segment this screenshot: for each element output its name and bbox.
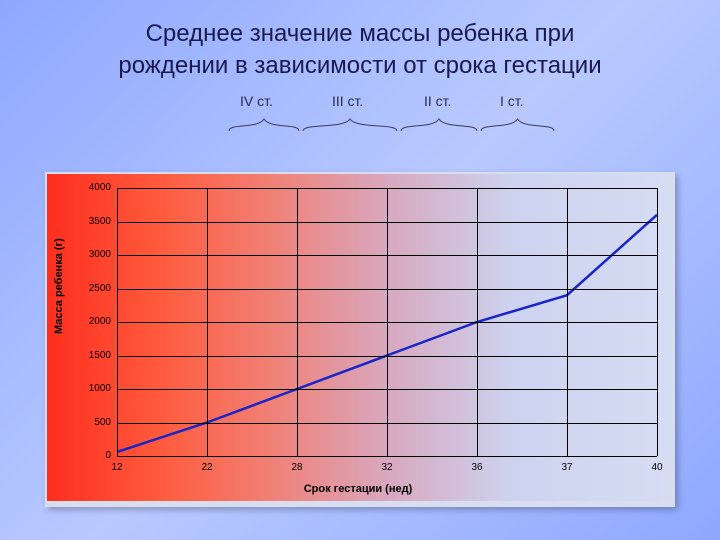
x-tick-label: 28: [282, 462, 312, 473]
x-tick-label: 32: [372, 462, 402, 473]
slide: Среднее значение массы ребенка при рожде…: [0, 0, 720, 540]
y-axis-label: Масса ребенка (г): [53, 238, 65, 334]
x-tick-label: 12: [102, 462, 132, 473]
y-tick-label: 2500: [71, 283, 111, 294]
stage-label: I ст.: [500, 93, 524, 109]
x-axis-label: Срок гестации (нед): [47, 483, 669, 495]
y-tick-label: 3500: [71, 216, 111, 227]
brace-icon: [302, 117, 398, 135]
y-tick-label: 2000: [71, 316, 111, 327]
y-tick-label: 0: [71, 450, 111, 461]
x-tick-label: 36: [462, 462, 492, 473]
slide-title: Среднее значение массы ребенка при рожде…: [0, 0, 720, 83]
title-line-1: Среднее значение массы ребенка при: [146, 20, 575, 47]
stage-braces-row: [0, 117, 720, 135]
gridline-v: [657, 188, 658, 456]
stage-label: II ст.: [424, 93, 451, 109]
brace-icon: [480, 117, 555, 135]
y-tick-label: 1500: [71, 350, 111, 361]
chart-container: Масса ребенка (г) Срок гестации (нед) 05…: [45, 172, 675, 507]
x-tick-label: 37: [552, 462, 582, 473]
gridline-v: [297, 188, 298, 456]
stage-labels-row: IV ст. III ст. II ст. I ст.: [0, 93, 720, 117]
y-tick-label: 3000: [71, 249, 111, 260]
y-tick-label: 4000: [71, 182, 111, 193]
stage-label: IV ст.: [240, 93, 273, 109]
title-line-2: рождении в зависимости от срока гестации: [118, 52, 601, 79]
x-tick-label: 40: [642, 462, 672, 473]
stage-label: III ст.: [332, 93, 363, 109]
brace-icon: [228, 117, 300, 135]
gridline-v: [477, 188, 478, 456]
plot-area: 0500100015002000250030003500400012222832…: [117, 188, 657, 456]
chart-bg: Масса ребенка (г) Срок гестации (нед) 05…: [47, 174, 669, 501]
gridline-v: [387, 188, 388, 456]
gridline-h: [117, 456, 657, 457]
gridline-v: [207, 188, 208, 456]
brace-icon: [400, 117, 478, 135]
gridline-v: [567, 188, 568, 456]
y-tick-label: 1000: [71, 383, 111, 394]
x-tick-label: 22: [192, 462, 222, 473]
gridline-v: [117, 188, 118, 456]
y-tick-label: 500: [71, 417, 111, 428]
